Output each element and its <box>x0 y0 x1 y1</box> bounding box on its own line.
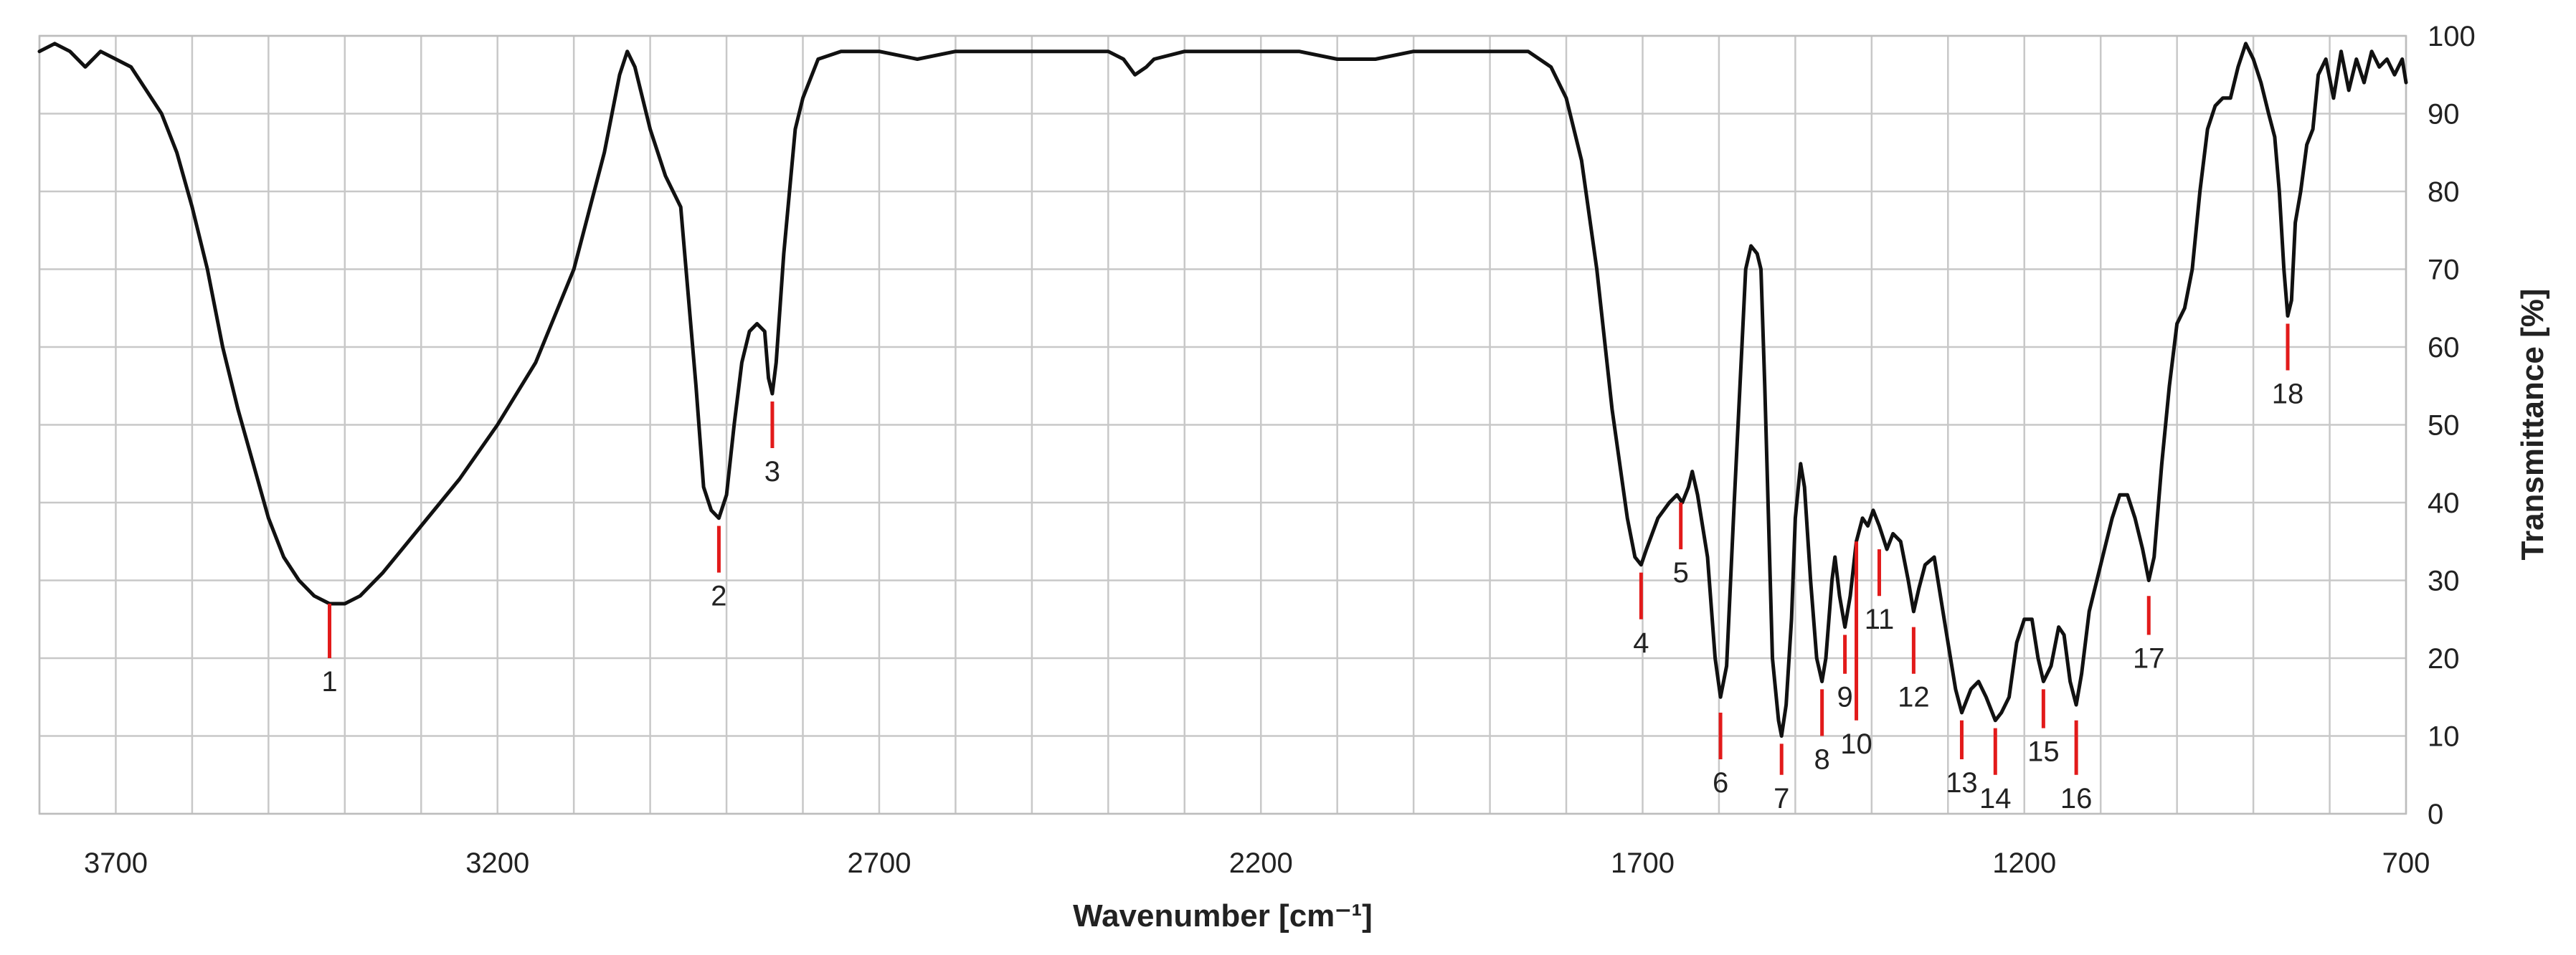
peak-label-18: 18 <box>2272 379 2304 410</box>
y-tick-label: 50 <box>2428 410 2460 442</box>
spectrum-line <box>37 42 2408 738</box>
peak-label-9: 9 <box>1837 682 1852 713</box>
y-tick-label: 100 <box>2428 21 2476 52</box>
peak-label-6: 6 <box>1713 767 1728 799</box>
x-tick-label: 2200 <box>1229 847 1293 879</box>
y-tick-label: 60 <box>2428 332 2460 364</box>
y-tick-label: 90 <box>2428 99 2460 130</box>
x-tick-label: 1700 <box>1611 847 1675 879</box>
y-axis-title: Transmittance [%] <box>2515 289 2550 561</box>
x-tick-label: 1200 <box>1992 847 2056 879</box>
y-tick-label: 30 <box>2428 566 2460 597</box>
peak-label-15: 15 <box>2027 736 2060 768</box>
peak-label-4: 4 <box>1633 627 1649 659</box>
x-tick-label: 3700 <box>84 847 148 879</box>
plot-area-frame <box>38 34 2407 815</box>
peak-label-13: 13 <box>1946 767 1978 799</box>
peak-label-2: 2 <box>711 581 726 612</box>
peak-label-7: 7 <box>1774 783 1789 814</box>
y-tick-label: 0 <box>2428 799 2443 830</box>
y-tick-label: 40 <box>2428 488 2460 519</box>
y-tick-label: 20 <box>2428 643 2460 675</box>
x-axis-title: Wavenumber [cm⁻¹] <box>1073 898 1373 933</box>
peak-label-1: 1 <box>321 666 337 698</box>
y-tick-label: 80 <box>2428 176 2460 208</box>
peak-label-12: 12 <box>1898 682 1930 713</box>
x-axis-ticks: 3700 3200 2700 2200 1700 1200 700 <box>84 847 2430 879</box>
x-tick-label: 3200 <box>465 847 529 879</box>
y-axis-ticks: 0 10 20 30 40 50 60 70 80 90 100 <box>2428 21 2476 830</box>
y-tick-label: 10 <box>2428 721 2460 753</box>
peak-label-3: 3 <box>764 456 780 488</box>
peak-label-17: 17 <box>2133 642 2165 674</box>
y-tick-label: 70 <box>2428 255 2460 286</box>
peak-label-10: 10 <box>1840 728 1872 760</box>
x-tick-label: 2700 <box>847 847 911 879</box>
peak-label-11: 11 <box>1865 604 1895 635</box>
peak-label-8: 8 <box>1814 744 1830 776</box>
peak-label-14: 14 <box>1979 783 2012 814</box>
peak-label-16: 16 <box>2060 783 2093 814</box>
peak-label-5: 5 <box>1673 557 1689 589</box>
x-tick-label: 700 <box>2382 847 2430 879</box>
